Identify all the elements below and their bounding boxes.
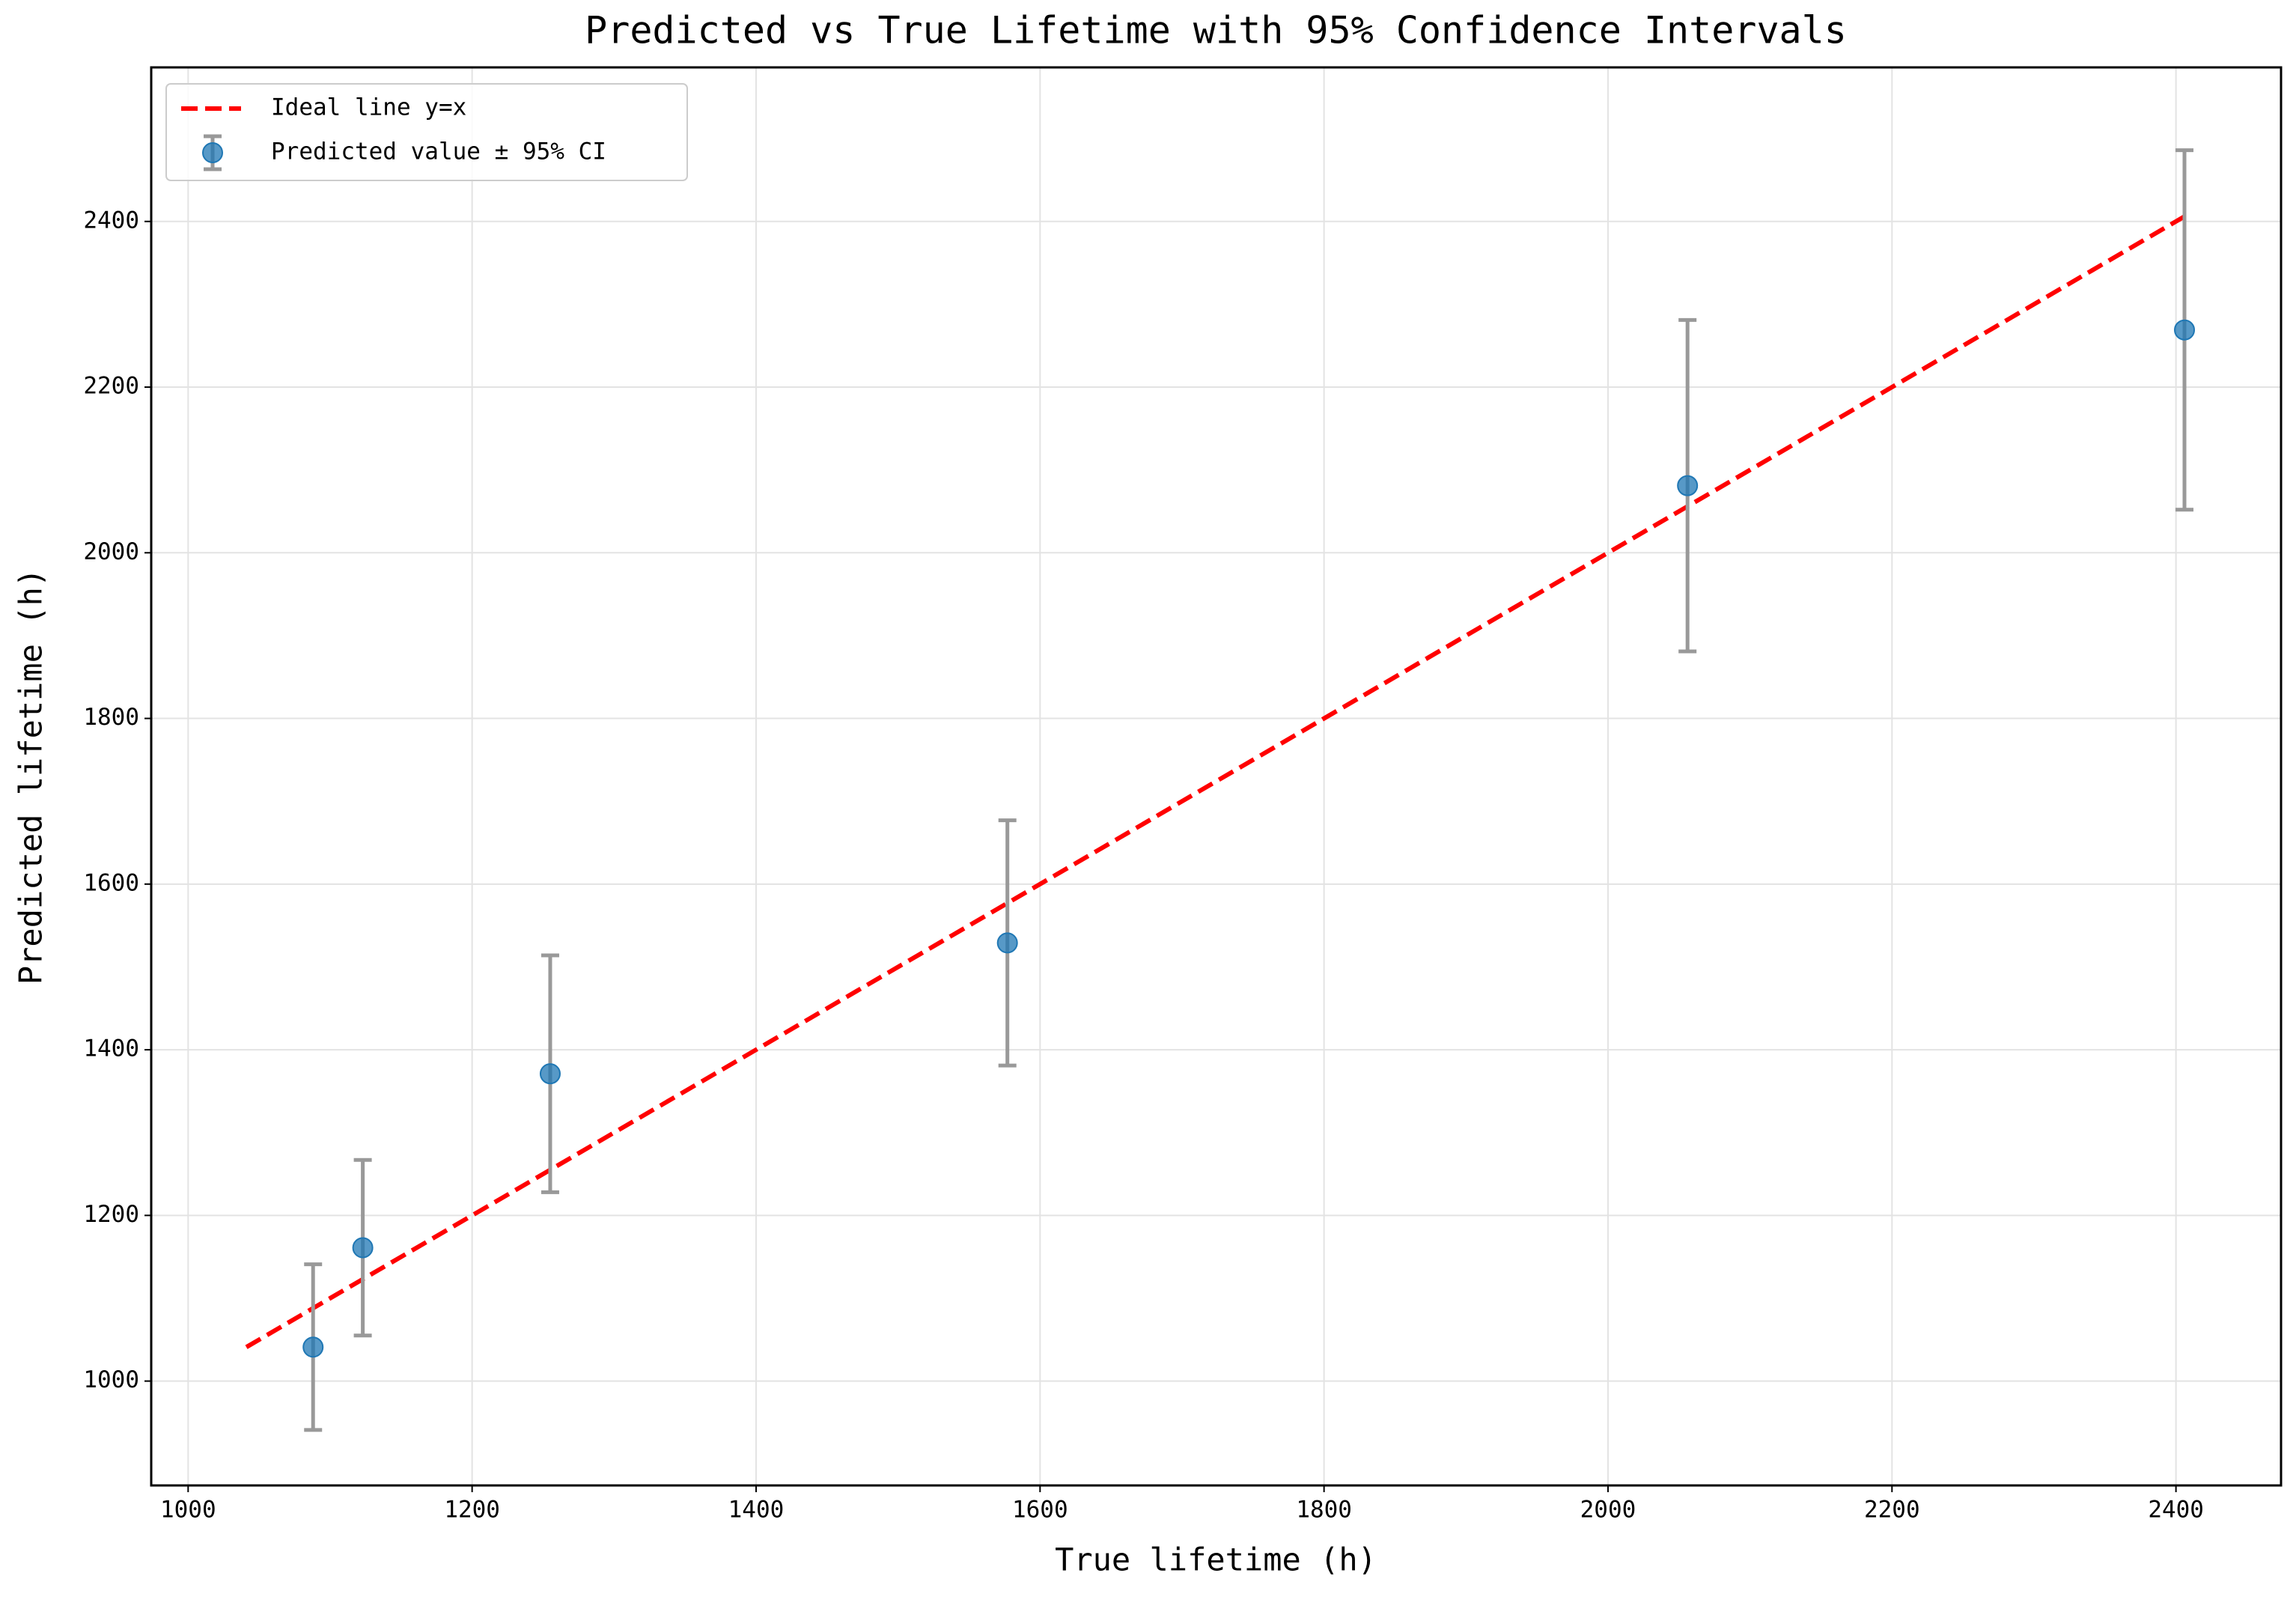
point bbox=[352, 1237, 374, 1259]
legend: Ideal line y=x Predicted value ± 95% CI bbox=[165, 83, 688, 181]
y-tick-label: 2400 bbox=[83, 207, 139, 234]
legend-label: Predicted value ± 95% CI bbox=[271, 139, 606, 165]
y-axis-label: Predicted lifetime (h) bbox=[13, 568, 49, 985]
y-tick-label: 2000 bbox=[83, 538, 139, 565]
x-tick-label: 2400 bbox=[2148, 1497, 2204, 1524]
point bbox=[539, 1063, 561, 1085]
chart-title: Predicted vs True Lifetime with 95% Conf… bbox=[585, 9, 1847, 52]
x-axis-label: True lifetime (h) bbox=[1055, 1542, 1377, 1578]
x-tick-label: 2200 bbox=[1864, 1497, 1920, 1524]
point bbox=[2174, 319, 2196, 341]
y-tick-label: 1400 bbox=[83, 1035, 139, 1062]
x-tick-label: 2000 bbox=[1580, 1497, 1636, 1524]
legend-label: Ideal line y=x bbox=[271, 94, 466, 121]
x-tick-label: 1800 bbox=[1296, 1497, 1352, 1524]
point bbox=[302, 1336, 324, 1358]
plot-frame bbox=[150, 66, 2283, 1487]
y-tick-label: 2200 bbox=[83, 373, 139, 400]
y-tick-label: 1800 bbox=[83, 704, 139, 731]
y-tick-label: 1000 bbox=[83, 1366, 139, 1393]
y-tick-label: 1600 bbox=[83, 869, 139, 896]
x-tick-label: 1600 bbox=[1012, 1497, 1068, 1524]
point bbox=[1677, 475, 1699, 496]
x-tick-label: 1400 bbox=[728, 1497, 785, 1524]
ideal-line bbox=[245, 214, 2186, 1349]
legend-marker bbox=[202, 142, 223, 163]
y-tick-label: 1200 bbox=[83, 1201, 139, 1228]
point bbox=[996, 932, 1018, 954]
x-tick-label: 1000 bbox=[160, 1497, 216, 1524]
x-tick-label: 1200 bbox=[444, 1497, 500, 1524]
legend-box bbox=[165, 83, 688, 181]
